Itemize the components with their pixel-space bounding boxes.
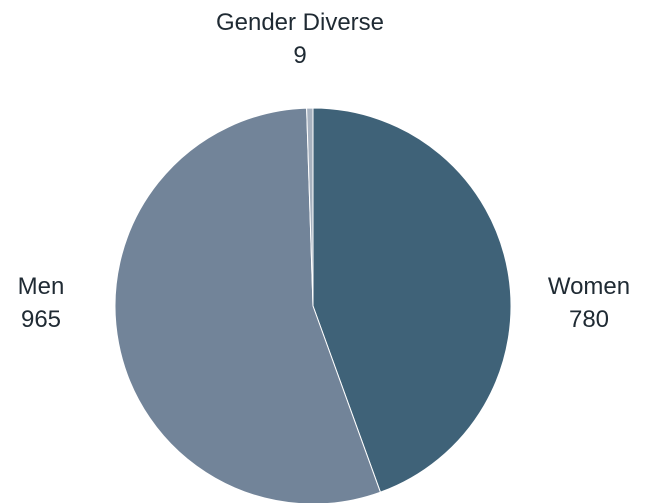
slice-value-gender-diverse: 9 xyxy=(293,42,306,69)
slice-label-men: Men xyxy=(18,273,65,300)
slice-label-women: Women xyxy=(548,273,630,300)
slice-value-women: 780 xyxy=(569,306,609,333)
pie-slice-women xyxy=(312,107,512,493)
slice-label-gender-diverse: Gender Diverse xyxy=(216,9,384,36)
slice-value-men: 965 xyxy=(21,306,61,333)
pie-slice-men xyxy=(114,107,382,503)
slice-labels: Women 780 Men 965 Gender Diverse 9 xyxy=(18,9,630,333)
pie-slices xyxy=(114,107,512,503)
pie-slice-gender-diverse xyxy=(306,107,314,307)
